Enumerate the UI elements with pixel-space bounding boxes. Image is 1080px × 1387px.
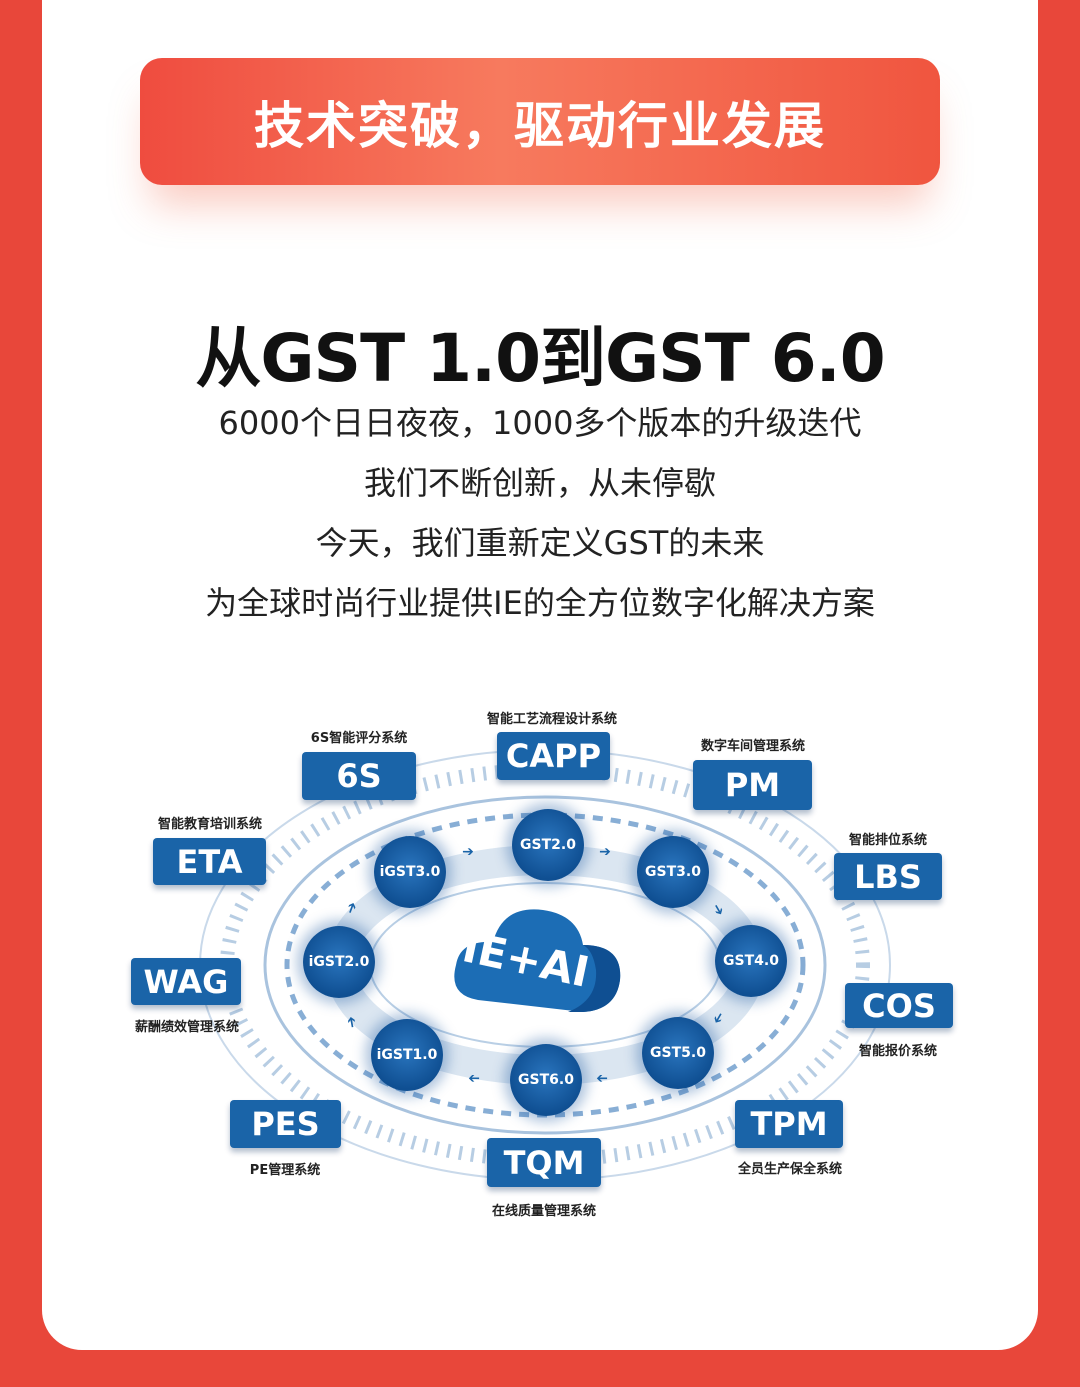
banner-title: 技术突破，驱动行业发展 [254,96,826,155]
version-node: iGST1.0 [371,1019,443,1091]
version-node: iGST3.0 [374,836,446,908]
version-node: GST5.0 [642,1017,714,1089]
version-node: iGST2.0 [303,926,375,998]
intro-line: 为全球时尚行业提供IE的全方位数字化解决方案 [205,584,875,622]
module-description: 智能工艺流程设计系统 [486,712,618,727]
version-node: GST6.0 [510,1044,582,1116]
module-description: 在线质量管理系统 [491,1204,597,1219]
module-pm: PM [693,760,812,810]
headline: 从GST 1.0到GST 6.0 [195,320,885,397]
module-description: 智能报价系统 [858,1044,938,1059]
cloud-icon [454,909,621,1012]
module-lbs: LBS [834,853,942,900]
module-description: 数字车间管理系统 [700,739,806,754]
module-description: 全员生产保全系统 [737,1162,843,1177]
arrow-icon: ➔ [468,1070,480,1086]
module-description: 6S智能评分系统 [310,731,408,746]
arrow-icon: ➔ [599,844,611,860]
module-description: 智能排位系统 [848,833,928,848]
module-capp: CAPP [497,732,610,780]
arrow-icon: ➔ [462,844,474,860]
banner: 技术突破，驱动行业发展 [140,58,940,185]
module-wag: WAG [131,958,241,1005]
version-node: GST2.0 [512,809,584,881]
module-description: 智能教育培训系统 [157,817,263,832]
module-pes: PES [230,1100,341,1148]
module-6s: 6S [302,752,416,800]
module-eta: ETA [153,838,266,885]
intro-line: 我们不断创新，从未停歇 [363,464,716,502]
version-node: GST4.0 [715,925,787,997]
module-tqm: TQM [487,1138,601,1187]
version-node: GST3.0 [637,836,709,908]
module-description: 薪酬绩效管理系统 [134,1020,240,1035]
content-card [42,0,1038,1350]
intro-line: 今天，我们重新定义GST的未来 [315,524,765,562]
module-cos: COS [845,983,953,1028]
intro-line: 6000个日日夜夜，1000多个版本的升级迭代 [218,404,862,442]
arrow-icon: ➔ [596,1070,608,1086]
module-description: PE管理系统 [249,1163,321,1178]
module-tpm: TPM [735,1100,843,1148]
